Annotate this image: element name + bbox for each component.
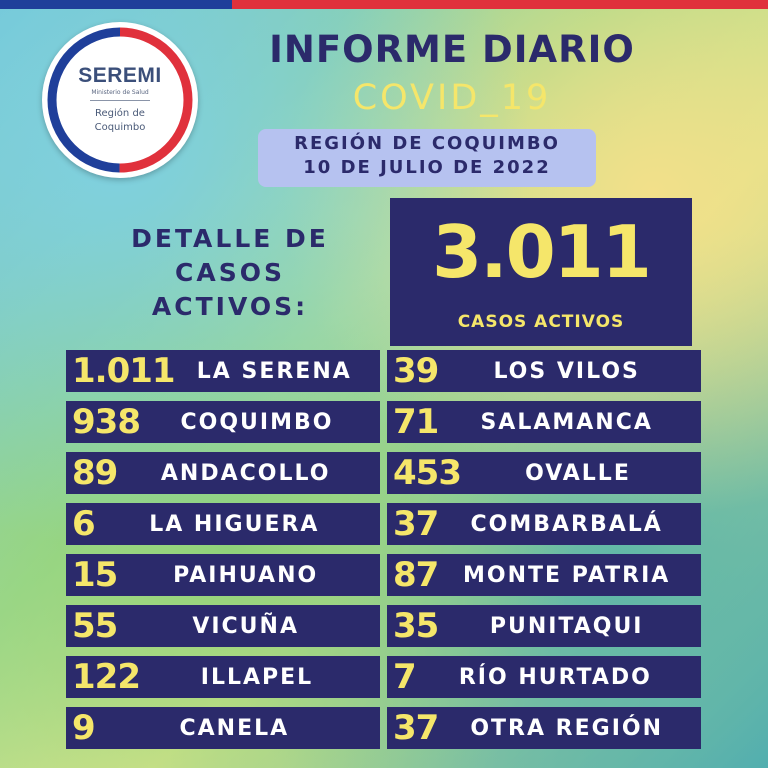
commune-count: 938 xyxy=(72,402,141,442)
commune-name: LOS VILOS xyxy=(493,358,640,384)
flag-stripe-blue xyxy=(0,0,232,9)
commune-row: 55 VICUÑA xyxy=(66,605,380,647)
commune-count: 1.011 xyxy=(72,351,176,391)
commune-count: 37 xyxy=(393,708,439,748)
commune-row: 938 COQUIMBO xyxy=(66,401,380,443)
flag-stripe xyxy=(0,0,768,9)
flag-stripe-red xyxy=(232,0,768,9)
commune-row: 6 LA HIGUERA xyxy=(66,503,380,545)
detail-heading: DETALLE DE CASOS ACTIVOS: xyxy=(98,222,362,324)
commune-count: 35 xyxy=(393,606,439,646)
region-date-box xyxy=(258,129,596,187)
commune-count: 37 xyxy=(393,504,439,544)
logo-divider xyxy=(90,100,150,101)
commune-name: ILLAPEL xyxy=(200,664,314,690)
commune-row: 35 PUNITAQUI xyxy=(387,605,701,647)
commune-name: COQUIMBO xyxy=(180,409,334,435)
page-title: INFORME DIARIO xyxy=(269,28,635,71)
total-cases-value: 3.011 xyxy=(432,210,652,294)
commune-count: 122 xyxy=(72,657,141,697)
commune-row: 1.011 LA SERENA xyxy=(66,350,380,392)
commune-count: 15 xyxy=(72,555,118,595)
commune-count: 55 xyxy=(72,606,118,646)
commune-count: 6 xyxy=(72,504,96,544)
commune-count: 7 xyxy=(393,657,417,697)
commune-name: PAIHUANO xyxy=(173,562,319,588)
commune-name: CANELA xyxy=(179,715,290,741)
commune-name: RÍO HURTADO xyxy=(458,664,652,690)
seremi-logo: SEREMI Ministerio de Salud Región de Coq… xyxy=(42,22,198,178)
region-name: REGIÓN DE COQUIMBO xyxy=(294,133,560,154)
commune-name: SALAMANCA xyxy=(480,409,653,435)
logo-ring-icon xyxy=(47,27,193,173)
commune-count: 9 xyxy=(72,708,96,748)
commune-row: 9 CANELA xyxy=(66,707,380,749)
commune-count: 87 xyxy=(393,555,439,595)
logo-region-line1: Región de xyxy=(95,108,145,119)
commune-row: 122 ILLAPEL xyxy=(66,656,380,698)
commune-name: OTRA REGIÓN xyxy=(470,715,663,741)
detail-heading-line2: CASOS xyxy=(175,258,285,287)
commune-row: 37 OTRA REGIÓN xyxy=(387,707,701,749)
commune-row: 87 MONTE PATRIA xyxy=(387,554,701,596)
commune-row: 71 SALAMANCA xyxy=(387,401,701,443)
detail-heading-line3: ACTIVOS: xyxy=(151,292,309,321)
commune-count: 89 xyxy=(72,453,118,493)
commune-name: MONTE PATRIA xyxy=(463,562,671,588)
commune-row: 89 ANDACOLLO xyxy=(66,452,380,494)
commune-name: VICUÑA xyxy=(192,613,299,639)
page-subtitle: COVID_19 xyxy=(352,78,552,118)
report-date: 10 DE JULIO DE 2022 xyxy=(303,157,551,178)
commune-name: PUNITAQUI xyxy=(489,613,644,639)
commune-count: 453 xyxy=(393,453,462,493)
commune-count: 39 xyxy=(393,351,439,391)
commune-row: 15 PAIHUANO xyxy=(66,554,380,596)
commune-count: 71 xyxy=(393,402,439,442)
commune-row: 7 RÍO HURTADO xyxy=(387,656,701,698)
logo-name: SEREMI xyxy=(78,64,162,87)
commune-name: LA HIGUERA xyxy=(149,511,320,537)
commune-name: LA SERENA xyxy=(196,358,352,384)
commune-row: 39 LOS VILOS xyxy=(387,350,701,392)
commune-name: OVALLE xyxy=(525,460,631,486)
commune-name: ANDACOLLO xyxy=(160,460,331,486)
total-cases-label: CASOS ACTIVOS xyxy=(457,312,625,332)
detail-heading-line1: DETALLE DE xyxy=(131,224,329,253)
logo-region-line2: Coquimbo xyxy=(94,122,146,133)
commune-row: 453 OVALLE xyxy=(387,452,701,494)
total-cases-box xyxy=(390,198,692,346)
commune-row: 37 COMBARBALÁ xyxy=(387,503,701,545)
logo-ministry: Ministerio de Salud xyxy=(91,89,149,96)
commune-name: COMBARBALÁ xyxy=(470,511,663,537)
